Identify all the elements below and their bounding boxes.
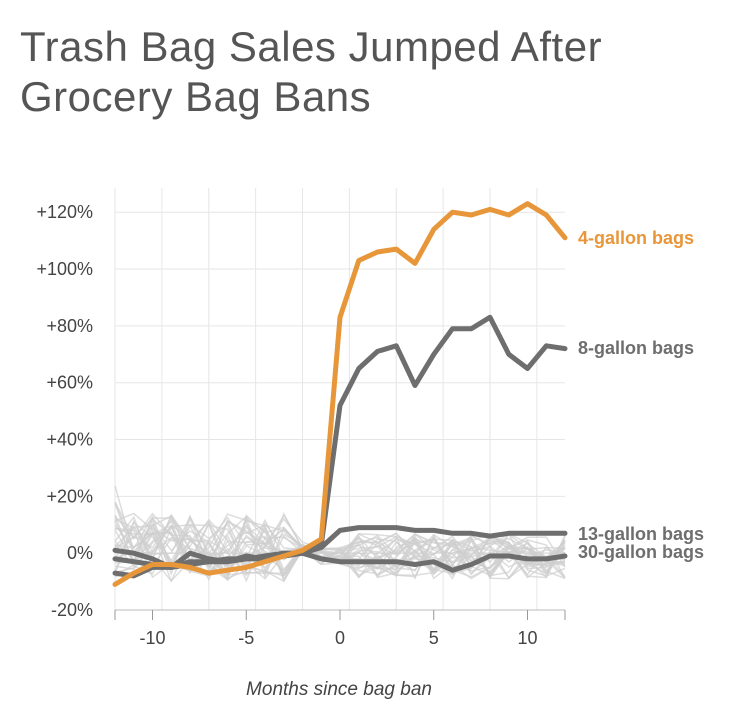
y-tick-label: +80% — [46, 316, 93, 336]
series-labels: 4-gallon bags 8-gallon bags 13-gallon bags… — [578, 228, 704, 562]
y-tick-label: 0% — [67, 543, 93, 563]
series-line — [112, 201, 568, 587]
y-tick-label: -20% — [51, 600, 93, 620]
x-axis-label: Months since bag ban — [246, 679, 432, 700]
axes: -20% 0% +20% +40% +60% +80% +100% +120% -10 -5 0 5 1… — [36, 202, 566, 648]
chart-title: Trash Bag Sales Jumped After Grocery Bag… — [20, 23, 603, 120]
background-series-line — [114, 514, 566, 579]
background-series-line — [114, 527, 566, 579]
series-label: 4-gallon bags — [578, 228, 694, 248]
series-label: 30-gallon bags — [578, 542, 704, 562]
series-line — [112, 314, 568, 579]
y-tick-label: +120% — [36, 202, 93, 222]
series-line — [112, 525, 568, 570]
x-tick-label: 10 — [517, 628, 537, 648]
y-tick-label: +100% — [36, 259, 93, 279]
series-line — [112, 547, 568, 573]
series-lines — [112, 201, 568, 587]
x-tick-label: 5 — [429, 628, 439, 648]
series-label: 13-gallon bags — [578, 524, 704, 544]
background-series-line — [114, 514, 566, 582]
background-series-line — [114, 516, 566, 580]
x-tick-label: 0 — [335, 628, 345, 648]
x-tick-label: -5 — [238, 628, 254, 648]
y-tick-label: +40% — [46, 430, 93, 450]
series-label: 8-gallon bags — [578, 338, 694, 358]
x-tick-label: -10 — [139, 628, 165, 648]
y-tick-label: +20% — [46, 486, 93, 506]
y-tick-label: +60% — [46, 373, 93, 393]
